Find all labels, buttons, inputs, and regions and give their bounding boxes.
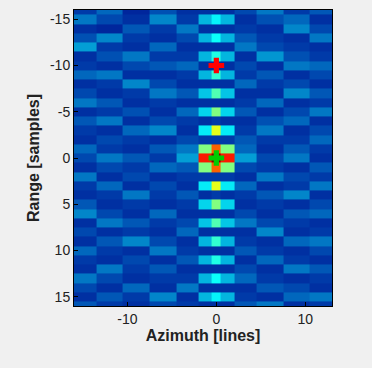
svg-text:5: 5 bbox=[62, 196, 70, 212]
svg-text:-15: -15 bbox=[50, 11, 70, 27]
svg-text:0: 0 bbox=[212, 311, 220, 327]
svg-text:-5: -5 bbox=[58, 104, 71, 120]
svg-text:10: 10 bbox=[298, 311, 314, 327]
svg-text:0: 0 bbox=[62, 150, 70, 166]
svg-text:15: 15 bbox=[55, 289, 71, 305]
svg-text:Range [samples]: Range [samples] bbox=[25, 94, 42, 222]
svg-text:-10: -10 bbox=[117, 311, 137, 327]
svg-text:Azimuth [lines]: Azimuth [lines] bbox=[146, 327, 261, 344]
svg-text:10: 10 bbox=[55, 242, 71, 258]
svg-text:-10: -10 bbox=[50, 57, 70, 73]
